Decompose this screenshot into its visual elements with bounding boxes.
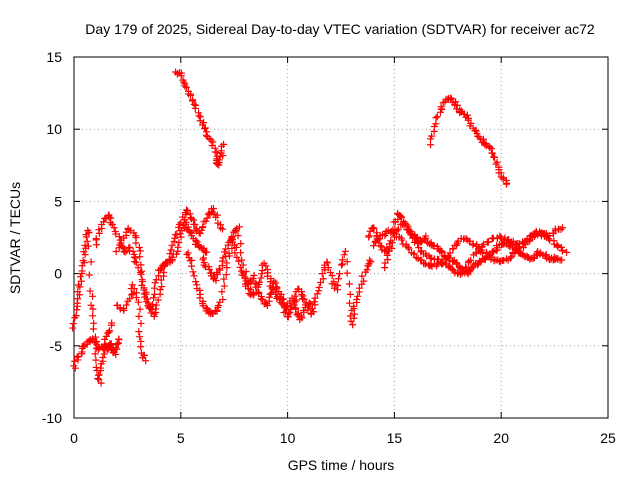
data-point [214, 161, 221, 168]
data-point [132, 254, 139, 261]
data-point [316, 284, 323, 291]
data-point [137, 343, 144, 350]
data-point [366, 232, 373, 239]
data-point [192, 105, 199, 112]
data-point [93, 364, 100, 371]
data-point [190, 268, 197, 275]
data-point [94, 375, 101, 382]
data-point [88, 258, 95, 265]
data-point [434, 113, 441, 120]
data-point [559, 224, 566, 231]
data-point [135, 328, 142, 335]
y-tick-label: -10 [42, 410, 62, 426]
y-tick-label: 15 [46, 49, 62, 65]
x-axis-label: GPS time / hours [288, 457, 395, 473]
data-point [347, 291, 354, 298]
x-tick-label: 10 [280, 430, 296, 446]
data-point [188, 263, 195, 270]
data-point [358, 273, 365, 280]
data-point [344, 270, 351, 277]
data-point [450, 245, 457, 252]
data-point [113, 248, 120, 255]
data-point [131, 258, 138, 265]
plot-frame [74, 57, 608, 418]
data-point [346, 280, 353, 287]
x-tick-label: 25 [600, 430, 616, 446]
data-point [251, 272, 258, 279]
data-point [274, 285, 281, 292]
data-point [132, 239, 139, 246]
data-point [258, 274, 265, 281]
data-point [77, 273, 84, 280]
data-point [158, 283, 165, 290]
data-point [192, 278, 199, 285]
data-point [558, 256, 565, 263]
data-point [191, 101, 198, 108]
data-point [92, 357, 99, 364]
data-point [339, 256, 346, 263]
data-point [237, 240, 244, 247]
y-tick-label: -5 [50, 338, 63, 354]
grid-lines [74, 57, 608, 418]
data-point [559, 247, 566, 254]
data-point [86, 272, 93, 279]
x-tick-label: 15 [387, 430, 403, 446]
data-point [137, 320, 144, 327]
data-point [366, 257, 373, 264]
y-tick-label: 10 [46, 121, 62, 137]
data-point [136, 244, 143, 251]
sdtvar-chart: Day 179 of 2025, Sidereal Day-to-day VTE… [0, 0, 640, 480]
data-point [349, 321, 356, 328]
data-point [135, 313, 142, 320]
y-axis-label: SDTVAR / TECUs [7, 182, 23, 294]
data-point [89, 312, 96, 319]
data-point [336, 270, 343, 277]
data-point [151, 285, 158, 292]
data-series-3 [93, 211, 210, 311]
data-point [503, 181, 510, 188]
data-point [341, 251, 348, 258]
data-point [69, 325, 76, 332]
data-point [342, 248, 349, 255]
x-tick-label: 0 [70, 430, 78, 446]
data-point [136, 333, 143, 340]
data-point [427, 141, 434, 148]
x-tick-label: 20 [493, 430, 509, 446]
data-point [185, 249, 192, 256]
chart-title: Day 179 of 2025, Sidereal Day-to-day VTE… [85, 21, 595, 37]
data-point [99, 354, 106, 361]
x-tick-label: 5 [177, 430, 185, 446]
data-point [157, 286, 164, 293]
data-point [136, 306, 143, 313]
data-point [88, 302, 95, 309]
data-point [137, 247, 144, 254]
y-tick-label: 5 [54, 193, 62, 209]
data-point [92, 350, 99, 357]
data-point [70, 320, 77, 327]
data-marks [69, 69, 570, 387]
data-point [346, 300, 353, 307]
data-point [354, 293, 361, 300]
y-tick-label: 0 [54, 266, 62, 282]
data-series-4 [113, 205, 226, 320]
data-point [191, 272, 198, 279]
data-point [433, 114, 440, 121]
data-point [338, 261, 345, 268]
data-point [90, 325, 97, 332]
data-point [93, 235, 100, 242]
data-series-12 [427, 95, 510, 188]
data-point [89, 306, 96, 313]
